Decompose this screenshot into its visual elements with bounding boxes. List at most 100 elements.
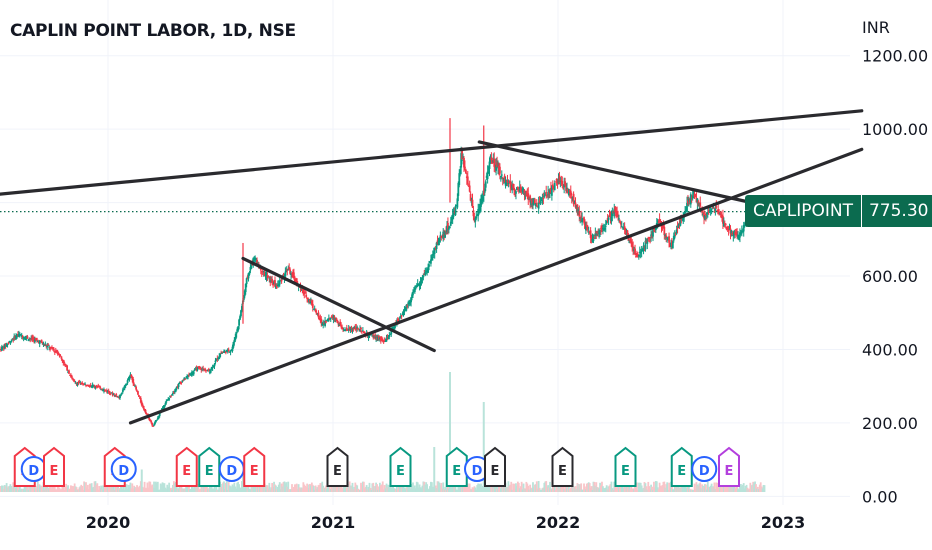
candle-body xyxy=(383,340,386,342)
trend-line-flag-2020 xyxy=(241,256,436,353)
candle-body xyxy=(404,308,407,311)
volume-bar xyxy=(302,482,305,492)
volume-bar xyxy=(54,489,57,492)
candle-body xyxy=(316,313,319,315)
volume-bar xyxy=(549,481,551,492)
volume-bar xyxy=(520,481,523,492)
volume-bar xyxy=(266,485,269,492)
candle-body xyxy=(703,211,705,219)
volume-bar xyxy=(241,481,243,492)
candle-body xyxy=(285,270,288,272)
candle-body xyxy=(470,200,473,203)
candle-body xyxy=(687,200,689,204)
volume-bar xyxy=(654,481,657,492)
candle-body xyxy=(541,200,544,203)
candle-body xyxy=(623,226,626,230)
candle-body xyxy=(56,352,59,354)
event-marker-earnings-down[interactable]: E xyxy=(43,446,65,487)
event-marker-earnings-up[interactable]: E xyxy=(198,446,221,487)
volume-bar xyxy=(89,483,92,492)
x-tick-label: 2022 xyxy=(536,513,581,532)
volume-bar xyxy=(80,484,83,492)
volume-spike xyxy=(242,462,244,492)
earnings-icon xyxy=(551,446,574,487)
event-marker-earnings-neutral[interactable]: E xyxy=(551,446,574,487)
event-marker-earnings-up[interactable]: E xyxy=(670,446,693,487)
candle-body xyxy=(144,409,147,413)
volume-bar xyxy=(161,482,164,492)
volume-bar xyxy=(638,482,641,492)
last-price-badge[interactable]: CAPLIPOINT 775.30 xyxy=(745,195,932,227)
volume-bar xyxy=(474,487,477,492)
candle-body xyxy=(10,340,13,342)
volume-bar xyxy=(417,487,420,492)
candle-body xyxy=(53,351,56,353)
event-marker-earnings-down[interactable]: E xyxy=(175,446,198,487)
candle-body xyxy=(280,278,283,282)
volume-bar xyxy=(674,484,677,492)
volume-bar xyxy=(399,485,402,492)
event-marker-dividend[interactable]: D xyxy=(110,456,137,482)
candle-body xyxy=(708,210,711,212)
candle-body xyxy=(275,285,278,288)
volume-bar xyxy=(574,486,577,492)
candle-body xyxy=(615,211,618,213)
volume-bar xyxy=(580,483,583,492)
event-marker-earnings-neutral[interactable]: E xyxy=(326,446,349,487)
candle-body xyxy=(408,302,411,304)
candle-body xyxy=(116,396,119,398)
volume-bar xyxy=(251,484,254,492)
event-marker-dividend[interactable]: D xyxy=(20,456,47,482)
candle-body xyxy=(523,189,526,195)
event-marker-dividend[interactable]: D xyxy=(691,456,718,482)
volume-bar xyxy=(24,483,27,492)
candle-body xyxy=(36,341,39,343)
candle-body xyxy=(662,224,665,228)
candle-body xyxy=(19,334,22,336)
candle-body xyxy=(373,335,376,338)
volume-bar xyxy=(330,482,333,492)
event-marker-dividend[interactable]: D xyxy=(218,456,245,482)
candle-body xyxy=(169,395,171,397)
candle-body xyxy=(456,198,459,208)
candle-body xyxy=(44,344,47,347)
event-marker-earnings-up[interactable]: E xyxy=(614,446,637,487)
candle-body xyxy=(526,194,529,196)
candle-body xyxy=(155,420,157,423)
candle-body xyxy=(548,191,550,195)
event-marker-earnings-down[interactable]: E xyxy=(243,446,266,487)
volume-bar xyxy=(253,484,256,492)
event-marker-earnings-future[interactable]: E xyxy=(718,446,740,487)
volume-bar xyxy=(337,482,340,492)
candle-body xyxy=(304,292,307,294)
candle-body xyxy=(631,242,634,248)
volume-bar xyxy=(477,483,480,492)
candle-body xyxy=(694,195,697,197)
volume-bar xyxy=(466,483,469,492)
candle-body xyxy=(154,422,156,425)
candle-body xyxy=(387,337,390,339)
volume-bar xyxy=(130,488,133,492)
volume-bar xyxy=(224,482,227,492)
volume-bar xyxy=(763,485,766,492)
candle-body xyxy=(216,358,219,360)
volume-bar xyxy=(156,481,159,492)
volume-bar xyxy=(172,484,174,492)
candle-body xyxy=(559,180,562,183)
event-marker-earnings-neutral[interactable]: E xyxy=(484,446,506,487)
candle-body xyxy=(594,233,597,236)
candle-body xyxy=(69,375,72,377)
volume-bar xyxy=(440,482,443,492)
event-marker-earnings-up[interactable]: E xyxy=(389,446,412,487)
volume-bar xyxy=(312,485,315,492)
volume-bar xyxy=(225,481,228,492)
candle-body xyxy=(705,213,707,217)
candle-body xyxy=(733,230,736,236)
candle-body xyxy=(347,328,350,330)
volume-bar xyxy=(31,482,34,492)
volume-bar xyxy=(558,488,561,492)
volume-bar xyxy=(688,488,691,492)
volume-bar xyxy=(324,487,326,492)
event-marker-earnings-up[interactable]: E xyxy=(445,446,468,487)
